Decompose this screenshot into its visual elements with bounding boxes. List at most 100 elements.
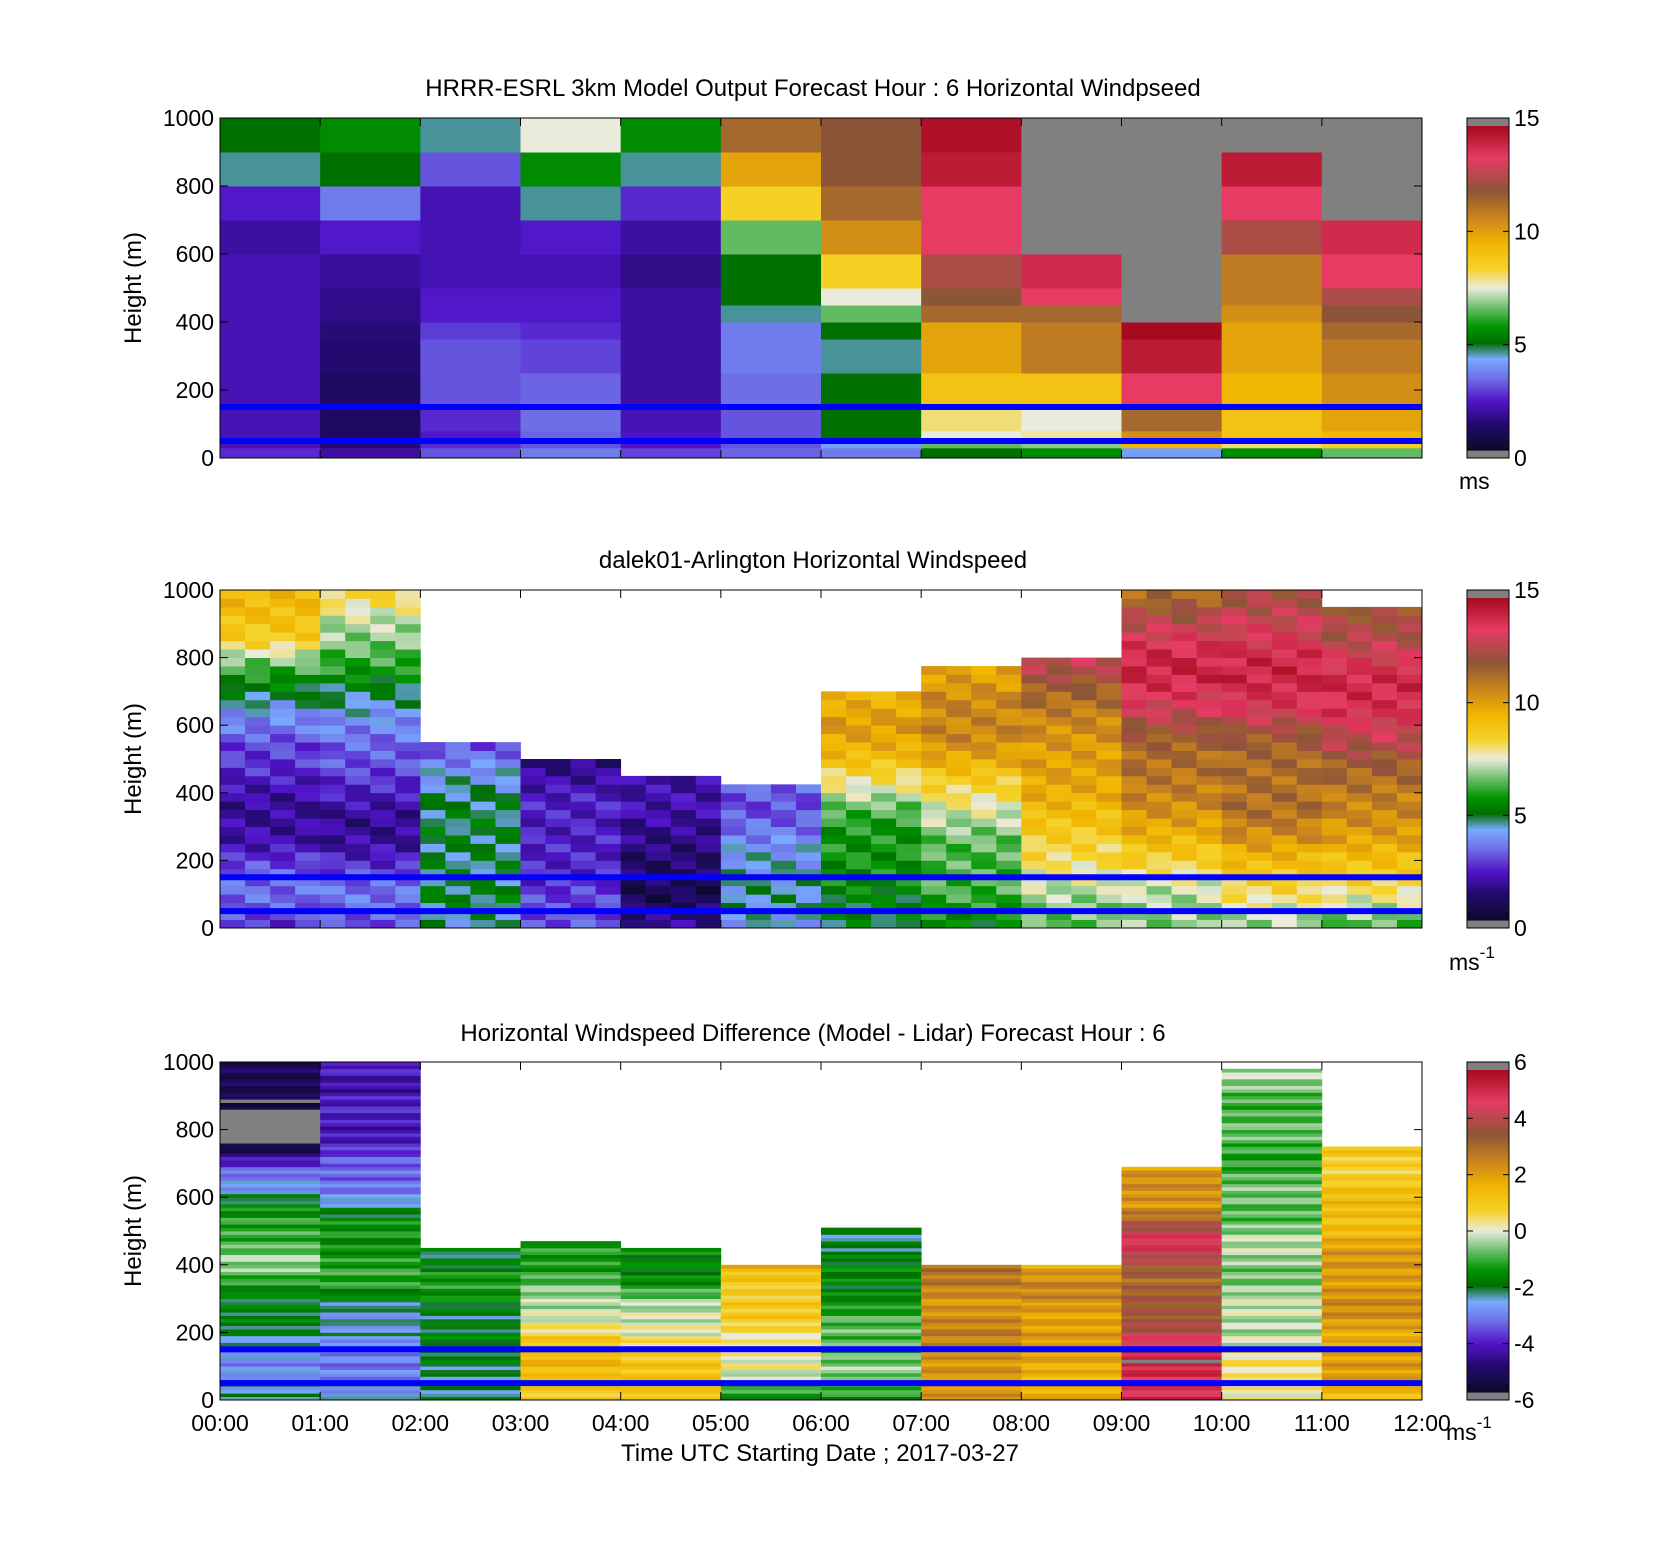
- heatmap-cell: [320, 1163, 421, 1168]
- heatmap-cell: [595, 843, 622, 853]
- heatmap-cell: [470, 877, 496, 887]
- heatmap-cell: [1171, 809, 1198, 819]
- heatmap-cell: [1321, 1332, 1423, 1337]
- heatmap-cell: [1221, 1176, 1323, 1181]
- heatmap-cell: [896, 860, 922, 870]
- heatmap-cell: [871, 725, 897, 735]
- heatmap-cell: [320, 1200, 421, 1205]
- heatmap-cell: [1221, 1153, 1323, 1158]
- heatmap-cell: [245, 623, 271, 633]
- heatmap-cell: [620, 373, 722, 391]
- heatmap-cell: [1121, 606, 1147, 616]
- heatmap-cell: [1346, 682, 1373, 692]
- heatmap-cell: [1071, 699, 1097, 709]
- heatmap-cell: [320, 598, 346, 608]
- heatmap-cell: [1121, 818, 1147, 827]
- heatmap-cell: [445, 784, 471, 794]
- colorbar-swatch: [1467, 646, 1509, 650]
- heatmap-cell: [220, 322, 321, 340]
- heatmap-cell: [320, 1122, 421, 1127]
- heatmap-cell: [1221, 767, 1248, 777]
- heatmap-cell: [595, 792, 622, 802]
- heatmap-cell: [1321, 775, 1348, 785]
- heatmap-cell: [1271, 691, 1298, 701]
- heatmap-cell: [220, 826, 246, 836]
- heatmap-cell: [1221, 1129, 1323, 1134]
- heatmap-cell: [345, 666, 371, 675]
- heatmap-cell: [295, 649, 321, 658]
- colorbar-swatch: [1467, 1150, 1509, 1154]
- heatmap-cell: [1321, 322, 1423, 340]
- colorbar-swatch: [1467, 745, 1509, 749]
- heatmap-cell: [1246, 792, 1273, 802]
- heatmap-cell: [1121, 447, 1223, 459]
- colorbar-swatch: [1467, 657, 1509, 661]
- heatmap-cell: [821, 1301, 922, 1306]
- heatmap-cell: [846, 775, 872, 785]
- heatmap-cell: [620, 430, 722, 442]
- heatmap-cell: [1221, 1244, 1323, 1249]
- heatmap-cell: [1221, 1308, 1323, 1313]
- heatmap-cell: [1046, 818, 1072, 827]
- heatmap-cell: [295, 792, 321, 802]
- heatmap-cell: [720, 407, 822, 432]
- panel-model-title: HRRR-ESRL 3km Model Output Forecast Hour…: [425, 75, 1200, 102]
- heatmap-cell: [821, 699, 847, 709]
- heatmap-cell: [645, 911, 672, 920]
- heatmap-cell: [846, 691, 872, 701]
- heatmap-cell: [1021, 1312, 1122, 1316]
- colorbar-swatch: [1467, 713, 1509, 717]
- heatmap-cell: [720, 885, 747, 895]
- heatmap-cell: [270, 691, 296, 701]
- heatmap-cell: [520, 118, 622, 153]
- heatmap-cell: [1046, 699, 1072, 709]
- heatmap-cell: [1246, 590, 1273, 599]
- heatmap-cell: [620, 851, 647, 861]
- heatmap-cell: [1021, 1318, 1122, 1323]
- heatmap-cell: [1146, 674, 1172, 684]
- colorbar-swatch: [1467, 777, 1509, 782]
- heatmap-cell: [921, 877, 947, 887]
- heatmap-cell: [1071, 784, 1097, 794]
- heatmap-cell: [1221, 1322, 1323, 1327]
- colorbar-swatch: [1467, 697, 1509, 701]
- colorbar-swatch: [1467, 1273, 1509, 1278]
- heatmap-cell: [320, 1295, 421, 1299]
- heatmap-cell: [1321, 288, 1423, 306]
- heatmap-cell: [770, 843, 797, 853]
- colorbar-swatch: [1467, 767, 1509, 771]
- heatmap-cell: [1221, 894, 1248, 904]
- heatmap-cell: [595, 784, 622, 794]
- heatmap-cell: [1346, 792, 1373, 802]
- heatmap-cell: [620, 826, 647, 836]
- colorbar-swatch: [1467, 887, 1509, 892]
- heatmap-cell: [320, 1109, 421, 1114]
- heatmap-cell: [896, 699, 922, 709]
- heatmap-cell: [245, 860, 271, 870]
- heatmap-cell: [620, 1332, 722, 1337]
- heatmap-cell: [570, 792, 597, 802]
- heatmap-cell: [871, 750, 897, 760]
- heatmap-cell: [1296, 911, 1323, 920]
- heatmap-cell: [1321, 759, 1348, 768]
- colorbar-swatch: [1467, 834, 1509, 838]
- colorbar-swatch: [1467, 748, 1509, 752]
- colorbar-swatch: [1467, 358, 1509, 362]
- heatmap-cell: [821, 1247, 922, 1252]
- heatmap-cell: [1171, 767, 1198, 777]
- colorbar-swatch: [1467, 1099, 1509, 1103]
- heatmap-cell: [1271, 843, 1298, 853]
- heatmap-cell: [720, 877, 747, 887]
- heatmap-cell: [320, 1251, 421, 1256]
- heatmap-cell: [1121, 1298, 1223, 1303]
- heatmap-cell: [420, 1322, 521, 1327]
- heatmap-cell: [1346, 843, 1373, 853]
- colorbar-swatch: [1467, 1193, 1509, 1197]
- colorbar-swatch: [1467, 839, 1509, 843]
- heatmap-cell: [1121, 835, 1147, 844]
- heatmap-cell: [1021, 220, 1122, 255]
- heatmap-cell: [1046, 666, 1072, 675]
- colorbar-swatch: [1467, 1110, 1509, 1114]
- heatmap-cell: [946, 674, 972, 684]
- colorbar-over-cap: [1467, 590, 1509, 598]
